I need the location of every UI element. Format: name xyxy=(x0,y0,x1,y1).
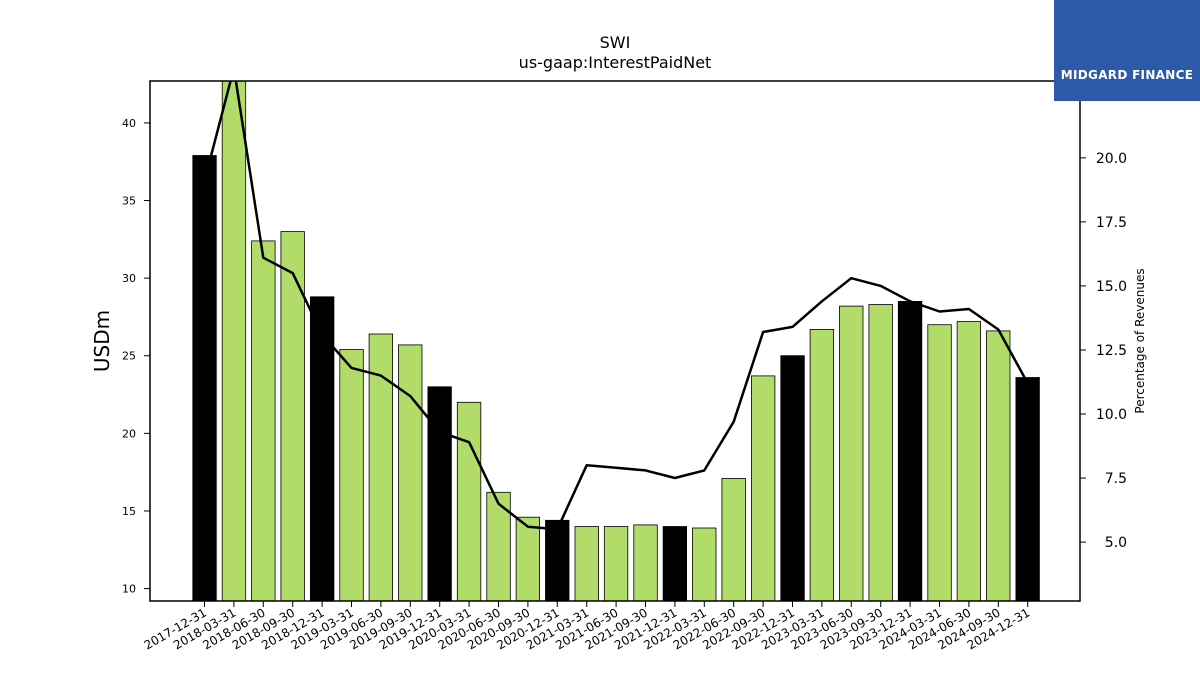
y-axis-label: USDm xyxy=(90,310,114,372)
y2-tick-label: 15.0 xyxy=(1096,279,1127,295)
bar-series xyxy=(192,81,1040,601)
chart-subtitle: us-gaap:InterestPaidNet xyxy=(519,53,712,72)
y2-tick-label: 17.5 xyxy=(1096,215,1127,231)
y-tick-label: 15 xyxy=(122,505,136,518)
bar xyxy=(339,349,364,601)
bar xyxy=(927,324,952,601)
y-tick-label: 30 xyxy=(122,272,136,285)
y-tick-label: 10 xyxy=(122,583,136,596)
y2-tick-label: 12.5 xyxy=(1096,343,1127,359)
y2-tick-label: 7.5 xyxy=(1105,471,1127,487)
bar xyxy=(868,304,893,601)
y-tick-label: 25 xyxy=(122,350,136,363)
bar xyxy=(751,375,776,601)
series-line xyxy=(203,81,1029,531)
bar xyxy=(897,300,923,601)
y2-axis-label: Percentage of Revenues xyxy=(1133,268,1147,413)
bar xyxy=(398,344,423,601)
y2-tick-label: 5.0 xyxy=(1105,535,1127,551)
bar xyxy=(192,155,217,601)
y2-tick-label: 20.0 xyxy=(1096,151,1127,167)
bar xyxy=(456,401,482,601)
bar xyxy=(721,477,746,601)
bar xyxy=(780,355,805,601)
plot-frame xyxy=(149,80,1081,602)
bar xyxy=(603,526,629,601)
y-tick-label: 40 xyxy=(122,117,136,130)
chart-title: SWI xyxy=(600,33,631,52)
x-axis: 2017-12-312018-03-312018-06-302018-09-30… xyxy=(142,601,1032,652)
y-tick-label: 35 xyxy=(122,195,136,208)
logo-text: MIDGARD FINANCE xyxy=(1060,68,1194,82)
bar xyxy=(221,81,247,601)
percentage-line-series xyxy=(203,81,1029,531)
company-logo: MIDGARD FINANCE xyxy=(1054,0,1200,101)
bar xyxy=(309,296,335,601)
bar xyxy=(427,386,452,601)
bar xyxy=(633,524,658,601)
bar xyxy=(280,231,305,601)
bar xyxy=(1015,377,1040,601)
bar xyxy=(515,516,540,601)
bar xyxy=(692,527,717,601)
bar xyxy=(809,328,834,601)
midgard-logo-icon xyxy=(1054,0,1200,101)
bar xyxy=(251,240,276,601)
bar xyxy=(986,330,1011,601)
bar xyxy=(368,333,394,601)
bar xyxy=(574,526,599,601)
bar xyxy=(956,321,981,601)
y-axis-left: 10 15 20 25 30 35 40 xyxy=(122,117,150,596)
bar xyxy=(545,519,570,601)
bar xyxy=(839,305,864,601)
bar xyxy=(662,526,687,601)
y-axis-right: 5.0 7.5 10.0 12.5 15.0 17.5 20.0 xyxy=(1080,151,1127,551)
y2-tick-label: 10.0 xyxy=(1096,407,1127,423)
y-tick-label: 20 xyxy=(122,427,136,440)
